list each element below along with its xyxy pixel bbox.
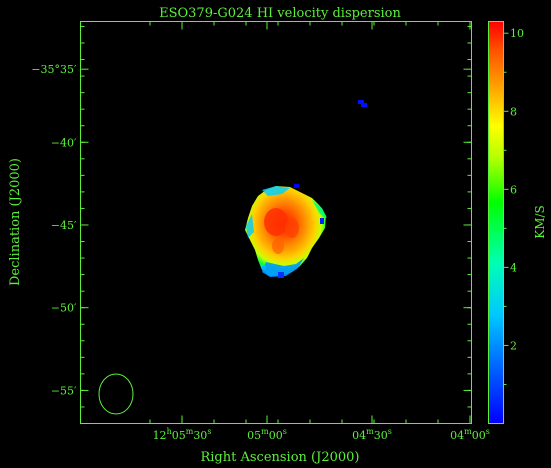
x-tick-label: 12h05m30s (153, 427, 212, 442)
colorbar-label: KM/S (533, 205, 547, 239)
y-axis-label: Declination (J2000) (8, 158, 23, 286)
noise-blob (358, 100, 367, 107)
galaxy-dispersion-map (245, 184, 327, 278)
y-tick-label: −35°35′ (31, 63, 77, 76)
beam-ellipse (98, 373, 134, 415)
y-axis: −35°35′ −40′ −45′ −50′ −55′ (31, 25, 472, 424)
colorbar-tick-label: 8 (510, 105, 517, 118)
colorbar-tick-label: 4 (510, 261, 517, 274)
y-tick-label: −40′ (51, 136, 77, 149)
colorbar-tick-label: 6 (510, 183, 517, 196)
plot-frame (80, 21, 472, 424)
colorbar (488, 21, 504, 424)
colorbar-ticks: 2 4 6 8 10 (503, 27, 524, 385)
y-tick-label: −50′ (51, 302, 77, 315)
x-axis: 12h05m30s 05m00s 04m30s 04m00s (149, 21, 490, 442)
y-tick-label: −55′ (51, 384, 77, 397)
y-tick-label: −45′ (51, 219, 77, 232)
chart-title: ESO379-G024 HI velocity dispersion (159, 6, 401, 21)
x-tick-label: 04m00s (450, 427, 490, 442)
x-tick-label: 04m30s (352, 427, 392, 442)
colorbar-tick-label: 10 (510, 27, 524, 40)
x-axis-label: Right Ascension (J2000) (200, 450, 359, 465)
colorbar-tick-label: 2 (510, 339, 517, 352)
x-tick-label: 05m00s (247, 427, 287, 442)
